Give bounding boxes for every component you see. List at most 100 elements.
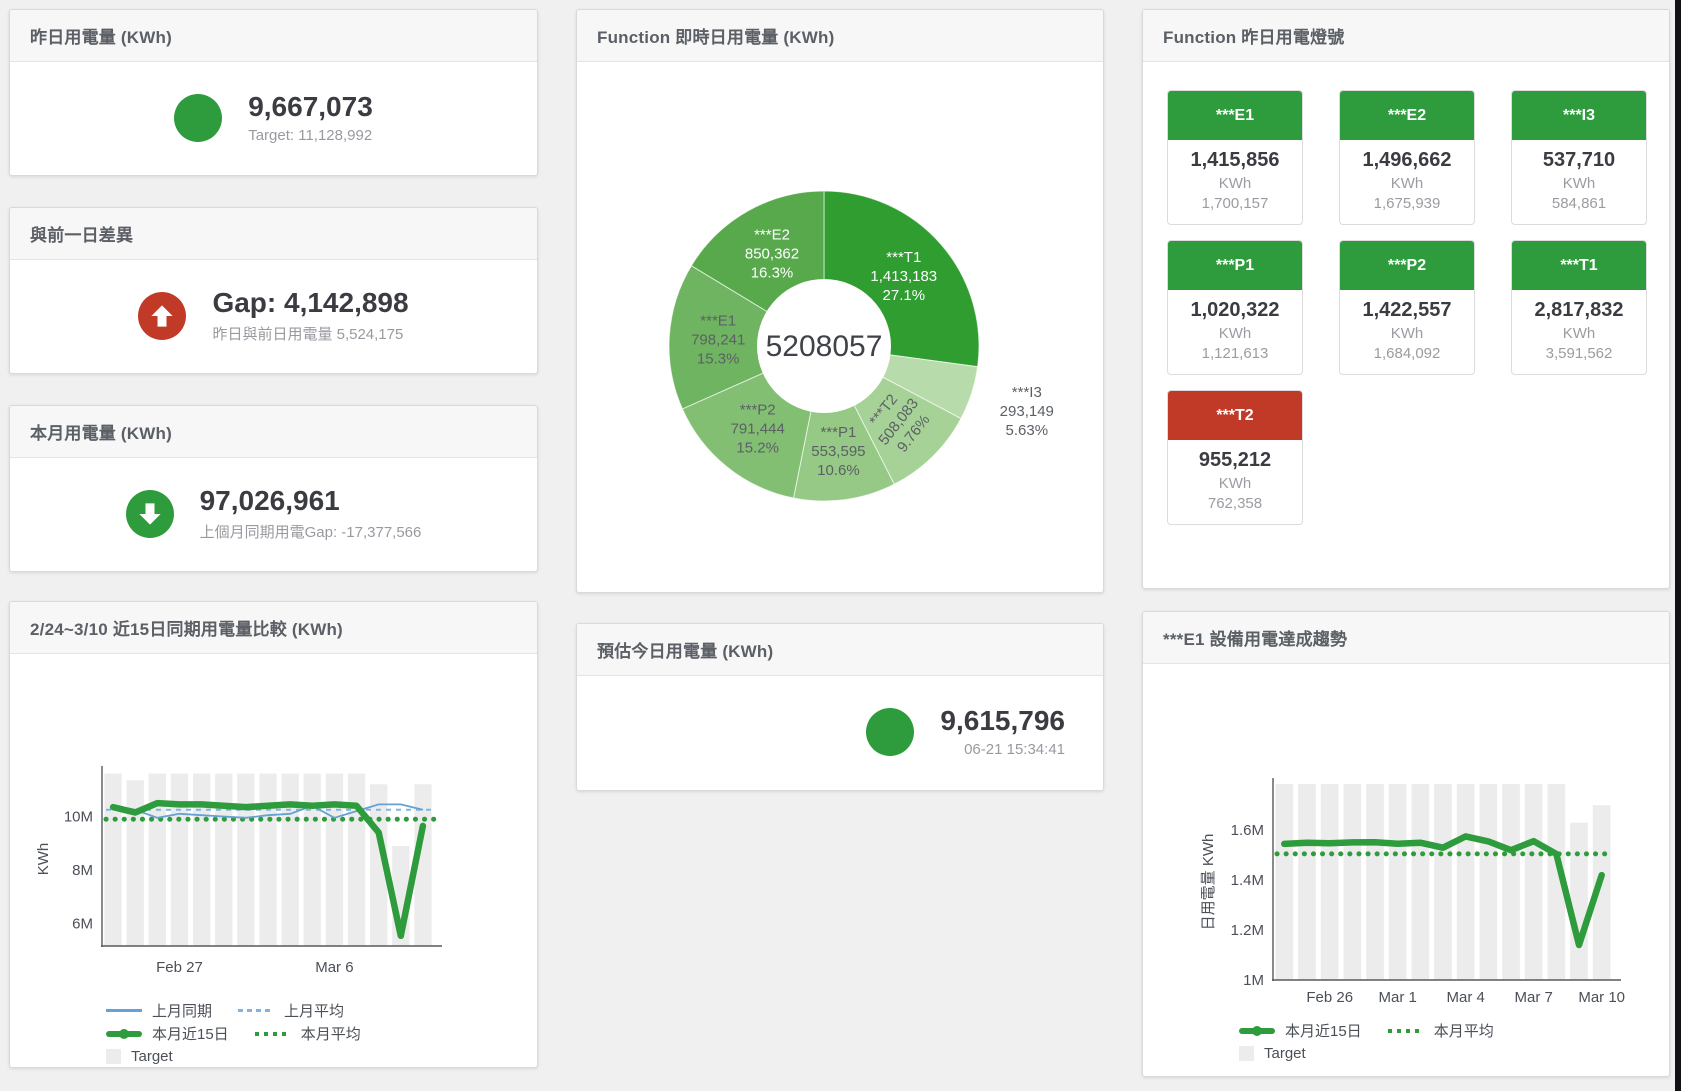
target-bar	[303, 773, 321, 946]
card-day-gap: 與前一日差異 Gap: 4,142,898 昨日與前日用電量 5,524,175	[9, 207, 538, 374]
target-bar	[281, 773, 299, 946]
tile-unit: KWh	[1390, 325, 1424, 342]
target-bar	[1388, 784, 1407, 980]
legend-swatch-dots	[1387, 1028, 1424, 1033]
legend-item-本月平均[interactable]: 本月平均	[1387, 1020, 1494, 1041]
target-bar	[347, 773, 366, 946]
legend-item-本月近15日[interactable]: 本月近15日	[1239, 1020, 1362, 1041]
legend-item-上月同期[interactable]: 上月同期	[106, 1000, 212, 1021]
target-bar	[1366, 784, 1384, 980]
target-bar	[193, 773, 211, 946]
card-lights: Function 昨日用電燈號 ***E1 1,415,856 KWh 1,700,1…	[1142, 9, 1670, 589]
tile-name: ***P1	[1168, 241, 1302, 290]
tile-target-value: 1,121,613	[1201, 345, 1269, 362]
donut-chart-title: Function 即時日用電量 (KWh)	[577, 10, 1103, 62]
target-bar	[237, 773, 255, 946]
x-tick: Mar 1	[1379, 989, 1417, 1006]
donut-label-P2: ***P2 791,444 15.2%	[731, 402, 785, 457]
card-realtime-donut: Function 即時日用電量 (KWh) ***T1 1,413,183 27.1…	[576, 9, 1104, 593]
target-bar	[148, 773, 166, 946]
month-stat: 97,026,961 上個月同期用電Gap: -17,377,566	[10, 458, 537, 570]
light-tile-E1: ***E1 1,415,856 KWh 1,700,157	[1167, 90, 1303, 225]
legend-label: 本月平均	[1433, 1023, 1494, 1040]
status-circle-icon	[866, 708, 915, 756]
legend-item-本月近15日[interactable]: 本月近15日	[106, 1023, 229, 1044]
tile-name: ***E1	[1168, 91, 1302, 140]
donut-label-P1: ***P1 553,595 10.6%	[811, 424, 865, 479]
tile-value: 955,212	[1198, 449, 1272, 471]
legend-item-Target[interactable]: Target	[1239, 1045, 1306, 1062]
lights-title: Function 昨日用電燈號	[1143, 10, 1669, 62]
month-gap-subtext: 上個月同期用電Gap: -17,377,566	[199, 523, 422, 541]
card-yesterday-title: 昨日用電量 (KWh)	[10, 10, 537, 62]
realtime-donut-chart[interactable]: ***T1 1,413,183 27.1% ***I3 293,149 5.63% ***T…	[577, 62, 1103, 592]
tile-name: ***P2	[1340, 241, 1474, 290]
card-month-usage: 本月用電量 (KWh) 97,026,961 上個月同期用電Gap: -17,3…	[9, 405, 538, 572]
tile-body: 1,020,322 KWh 1,121,613	[1168, 290, 1302, 374]
donut-label-E1: ***E1 798,241 15.3%	[691, 312, 745, 367]
tile-unit: KWh	[1562, 325, 1596, 342]
y-tick: 8M	[72, 862, 93, 879]
target-bar	[414, 784, 432, 946]
legend-swatch-thick	[106, 1028, 142, 1039]
target-bar	[1479, 784, 1498, 980]
tile-body: 1,422,557 KWh 1,684,092	[1340, 290, 1474, 374]
target-bar	[170, 773, 189, 946]
target-bar	[1343, 784, 1362, 980]
legend-swatch-dash	[238, 1009, 275, 1012]
tile-value: 1,020,322	[1190, 299, 1280, 321]
right-edge-strip	[1675, 0, 1681, 1091]
series-上月同期	[112, 803, 424, 819]
y-tick: 1.2M	[1231, 922, 1264, 939]
estimate-stat: 9,615,796 06-21 15:34:41	[577, 676, 1103, 788]
day-gap-subtext: 昨日與前日用電量 5,524,175	[212, 325, 404, 343]
x-tick: Feb 27	[156, 959, 203, 976]
legend-item-本月平均[interactable]: 本月平均	[254, 1023, 361, 1044]
y-tick: 1.4M	[1231, 872, 1264, 889]
tile-unit: KWh	[1218, 325, 1252, 342]
donut-slice-E1[interactable]	[668, 265, 826, 410]
legend-item-Target[interactable]: Target	[106, 1048, 173, 1065]
target-bar	[1411, 784, 1430, 980]
legend-item-上月平均[interactable]: 上月平均	[238, 1000, 344, 1021]
tile-target-value: 1,700,157	[1201, 195, 1269, 212]
light-tile-E2: ***E2 1,496,662 KWh 1,675,939	[1339, 90, 1475, 225]
donut-label-I3: ***I3 293,149 5.63%	[1000, 384, 1054, 439]
y-axis-label: KWh	[35, 843, 52, 876]
donut-label-T1: ***T1 1,413,183 27.1%	[870, 249, 937, 304]
x-tick: Mar 7	[1515, 989, 1553, 1006]
x-tick: Mar 10	[1578, 989, 1625, 1006]
compare-chart-title: 2/24~3/10 近15日同期用電量比較 (KWh)	[10, 602, 537, 654]
yesterday-target: Target: 11,128,992	[248, 126, 373, 144]
tile-unit: KWh	[1562, 175, 1596, 192]
light-tiles-grid: ***E1 1,415,856 KWh 1,700,157 ***E2 1,496,662…	[1143, 62, 1669, 525]
legend-label: Target	[131, 1048, 173, 1065]
y-tick: 1M	[1243, 972, 1264, 989]
legend-label: 上月同期	[152, 1003, 213, 1020]
target-bar	[1592, 805, 1611, 980]
tile-value: 1,415,856	[1190, 149, 1280, 171]
tile-target-value: 1,684,092	[1373, 345, 1441, 362]
tile-target-value: 762,358	[1207, 495, 1263, 512]
month-value: 97,026,961	[199, 485, 340, 517]
y-axis-label: 日用電量 KWh	[1200, 834, 1217, 931]
target-bar	[1524, 784, 1543, 980]
card-day-gap-title: 與前一日差異	[10, 208, 537, 260]
day-gap-stat: Gap: 4,142,898 昨日與前日用電量 5,524,175	[10, 260, 537, 372]
compare-chart-canvas[interactable]: 6M 8M 10M KWh Feb 27 Mar 6	[10, 654, 537, 991]
target-bar	[1275, 784, 1294, 980]
target-bar	[325, 773, 344, 946]
y-tick: 10M	[64, 809, 93, 826]
legend-label: Target	[1264, 1045, 1306, 1062]
day-gap-value: Gap: 4,142,898	[212, 287, 409, 319]
target-bar	[259, 773, 277, 946]
tile-name: ***T2	[1168, 391, 1302, 440]
card-month-title: 本月用電量 (KWh)	[10, 406, 537, 458]
card-15day-compare-chart: 2/24~3/10 近15日同期用電量比較 (KWh) 6M 8M 10M KWh Fe…	[9, 601, 538, 1068]
e1-trend-chart-canvas[interactable]: 1M 1.2M 1.4M 1.6M 日用電量 KWh Feb 26 Mar 1 Mar 4 Ma…	[1143, 664, 1669, 1011]
status-circle-icon	[174, 94, 223, 142]
y-tick: 6M	[72, 916, 93, 933]
tile-unit: KWh	[1218, 475, 1252, 492]
donut-center	[757, 279, 891, 413]
tile-value: 537,710	[1542, 149, 1616, 171]
